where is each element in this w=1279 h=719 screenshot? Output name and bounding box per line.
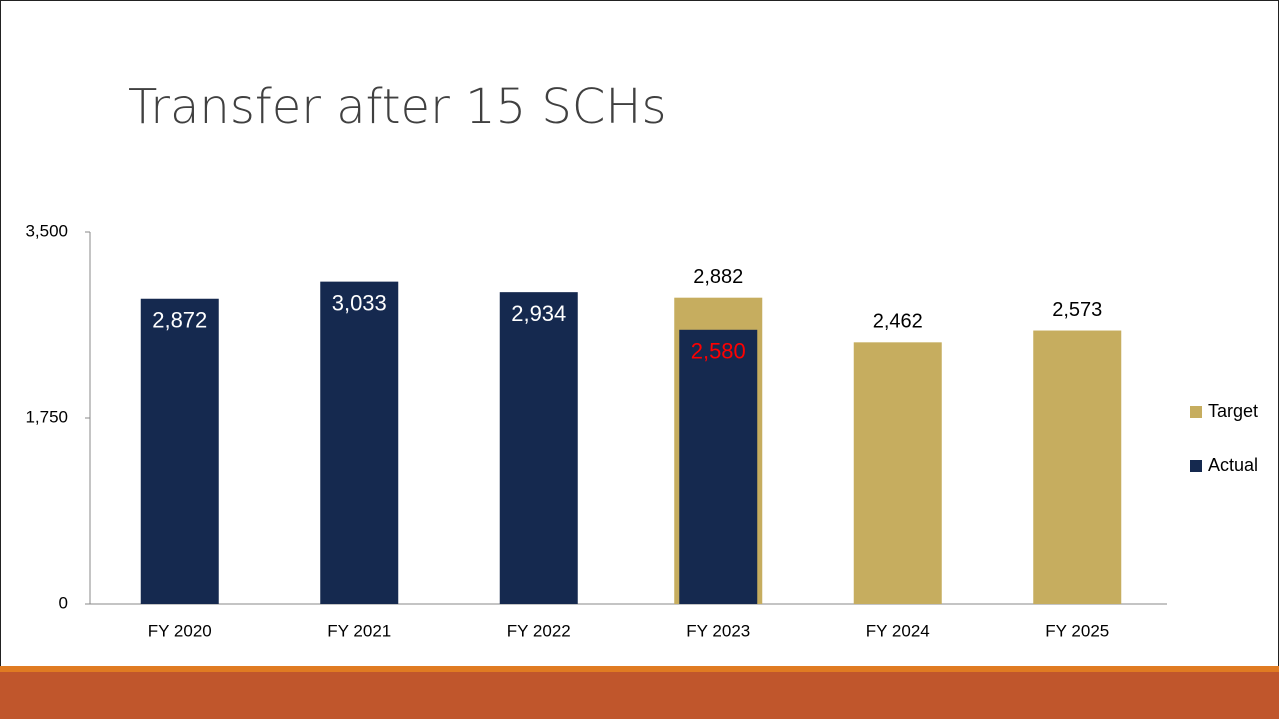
legend-swatch: [1190, 406, 1202, 418]
data-label: 2,934: [511, 301, 566, 326]
data-label: 2,882: [693, 266, 743, 288]
data-label: 2,462: [873, 311, 923, 333]
bar: [320, 281, 399, 604]
bar: [853, 342, 942, 604]
bar: [140, 298, 219, 604]
data-label: 2,580: [691, 339, 746, 364]
data-label: 2,872: [152, 308, 207, 333]
bar: [499, 292, 578, 604]
x-tick-label: FY 2025: [1045, 621, 1109, 640]
data-label: 3,033: [332, 290, 387, 315]
x-tick-label: FY 2024: [866, 621, 930, 640]
y-tick-label: 3,500: [25, 221, 68, 240]
bar: [1033, 330, 1122, 604]
x-tick-label: FY 2022: [507, 621, 571, 640]
legend-label: Actual: [1208, 455, 1258, 475]
x-tick-label: FY 2021: [327, 621, 391, 640]
legend-label: Target: [1208, 401, 1258, 421]
chart-title: Transfer after 15 SCHs: [128, 79, 667, 135]
bar: [679, 329, 758, 604]
x-tick-label: FY 2023: [686, 621, 750, 640]
accent-line: [0, 666, 1279, 672]
y-tick-label: 0: [59, 593, 68, 612]
data-label: 2,573: [1052, 299, 1102, 321]
x-tick-label: FY 2020: [148, 621, 212, 640]
footer-band: [0, 672, 1279, 719]
y-tick-label: 1,750: [25, 407, 68, 426]
legend-swatch: [1190, 460, 1202, 472]
